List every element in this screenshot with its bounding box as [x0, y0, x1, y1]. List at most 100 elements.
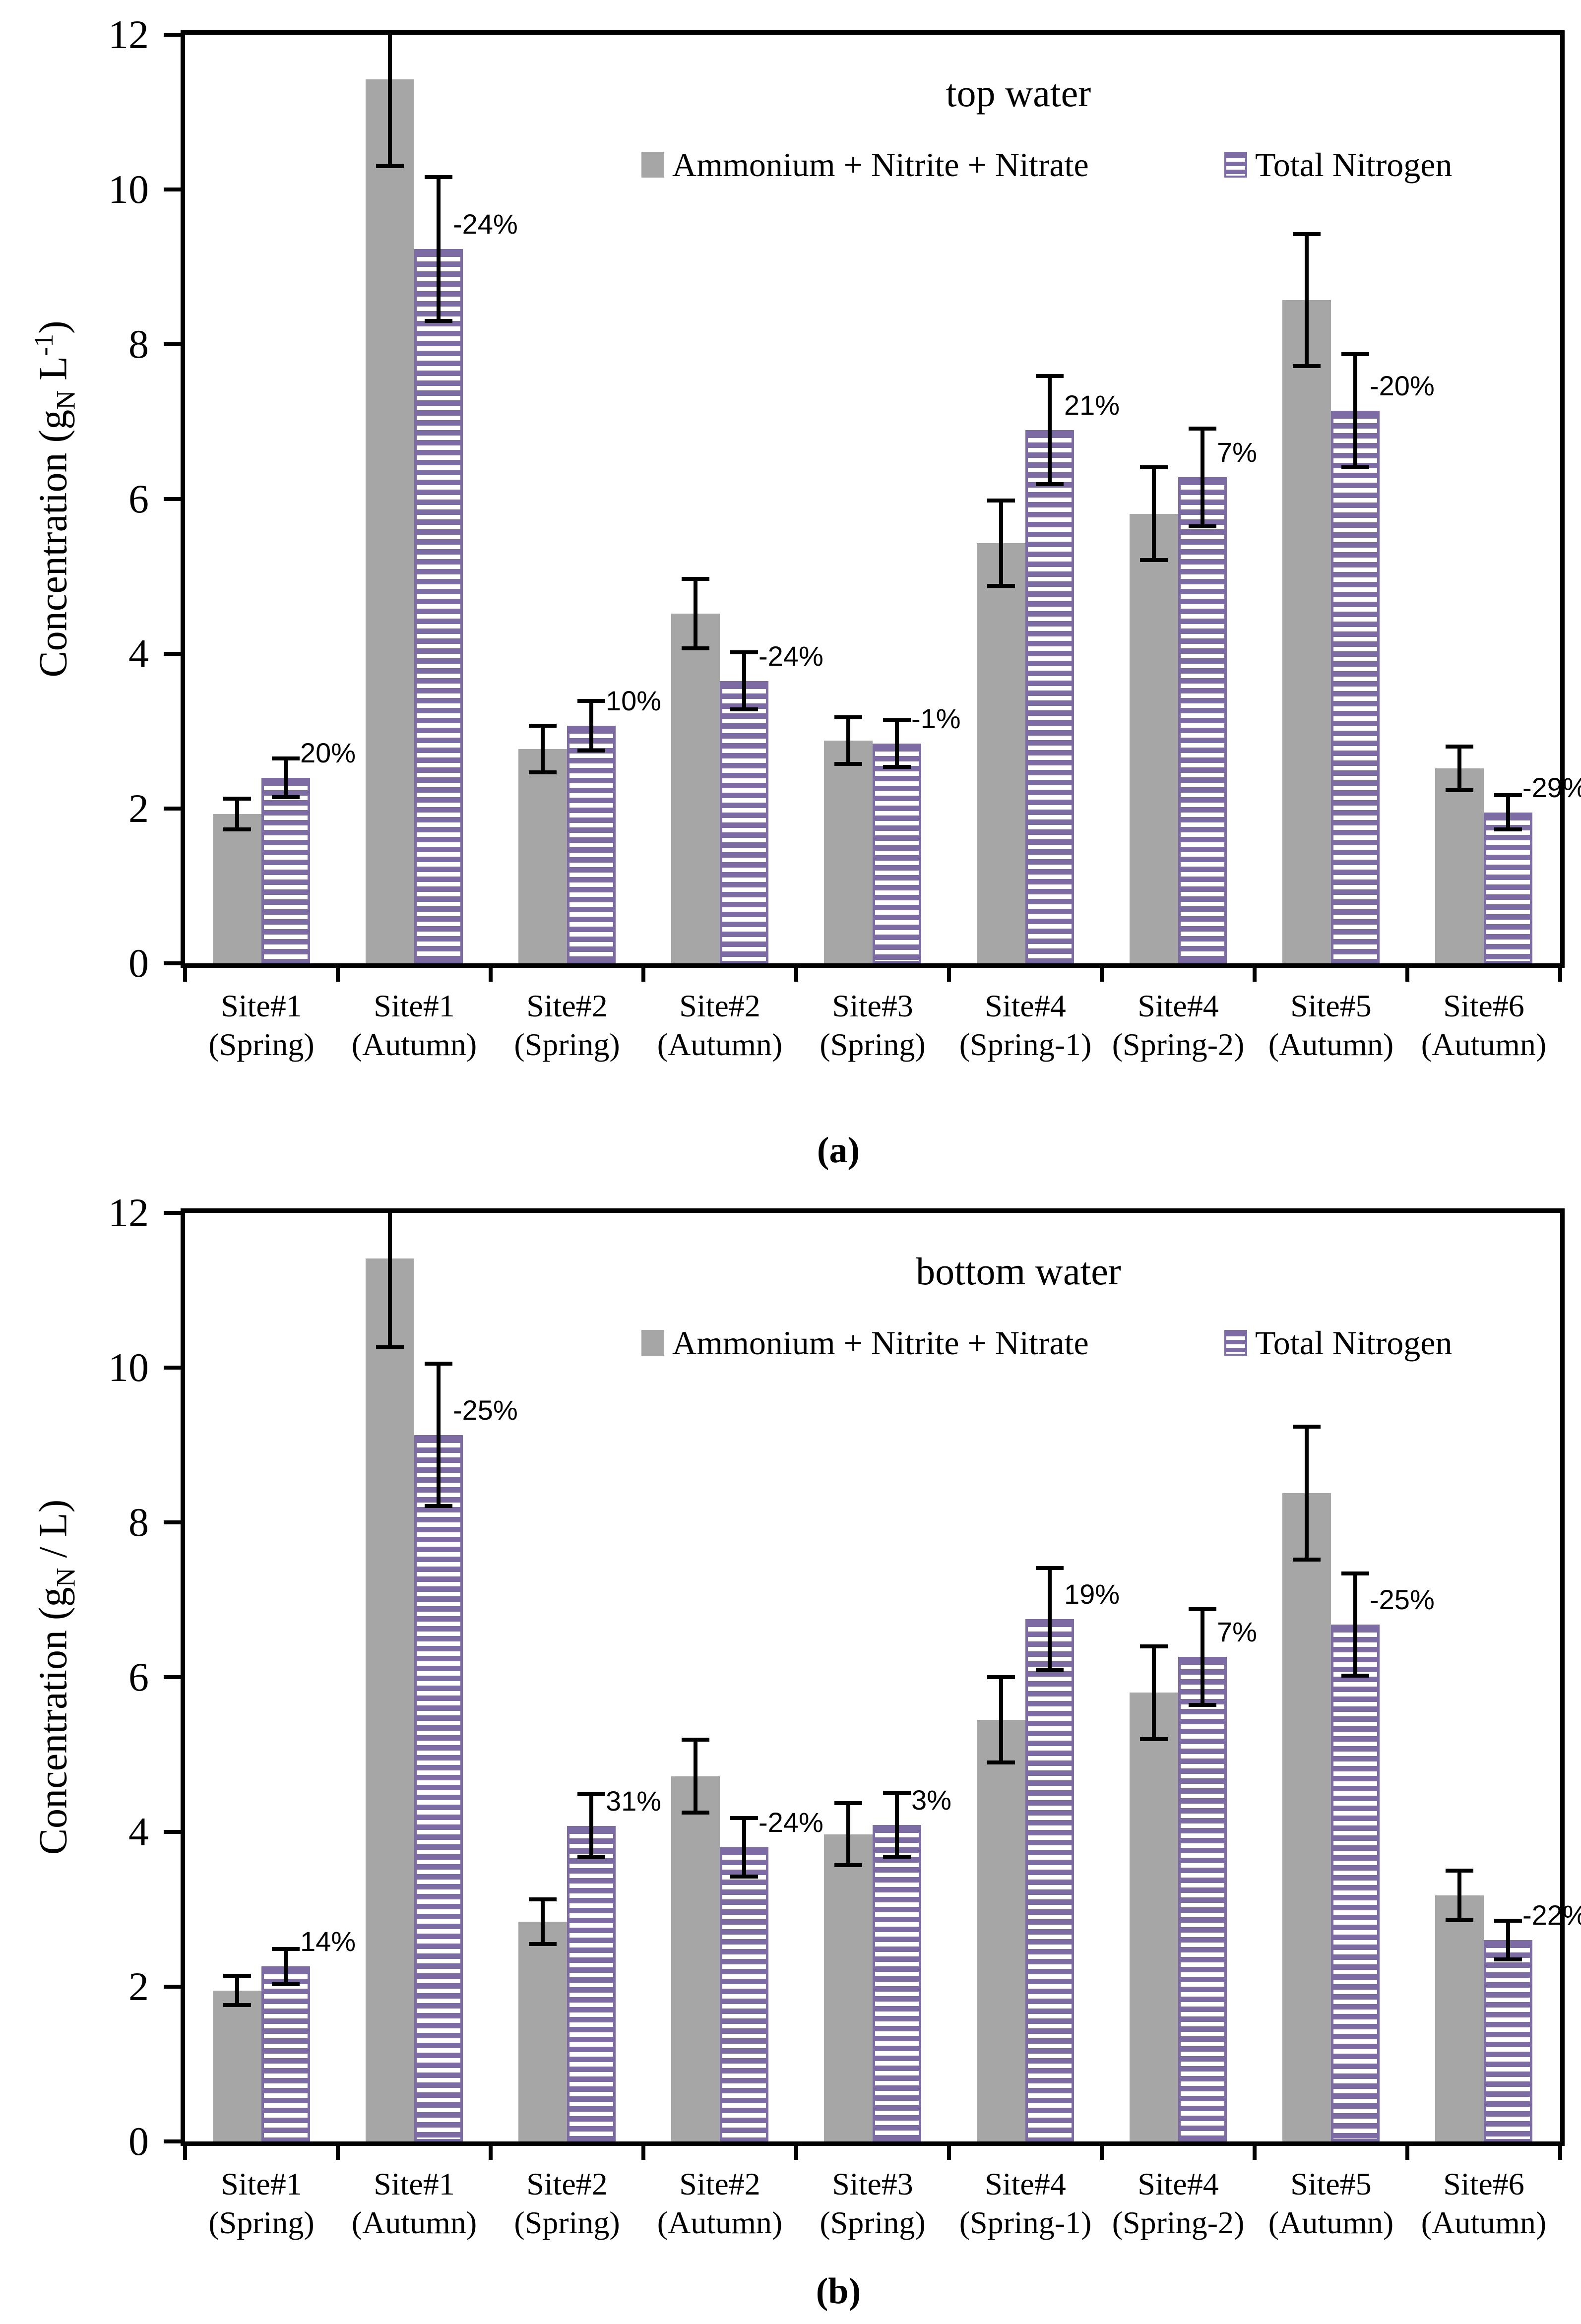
y-axis-tick-label: 12: [108, 12, 149, 57]
percent-change-label: -25%: [453, 1394, 518, 1426]
x-axis-tick: [183, 2146, 187, 2160]
error-bar-cap-top: [529, 1897, 557, 1901]
x-axis-tick: [1100, 968, 1104, 982]
error-bar-cap-top: [1494, 1919, 1522, 1923]
x-axis-tick: [794, 2146, 798, 2160]
error-bar-cap-bottom: [1293, 1558, 1321, 1562]
x-axis-label-season: (Spring): [208, 1027, 315, 1062]
percent-change-label: 7%: [1217, 437, 1257, 468]
y-axis-title-subscript: N: [51, 390, 81, 410]
x-axis-label-season: (Spring): [820, 2205, 926, 2240]
percent-change-label: -22%: [1522, 1899, 1581, 1931]
error-bar-cap-bottom: [223, 2003, 251, 2007]
error-bar-line: [388, 35, 392, 166]
error-bar-line: [1353, 354, 1357, 467]
x-axis-label-season: (Spring): [514, 2205, 620, 2240]
error-bar-cap-top: [1341, 1571, 1369, 1575]
x-axis-label-season: (Spring-1): [959, 1027, 1092, 1062]
error-bar-line: [1305, 234, 1309, 366]
x-axis-tick: [489, 968, 493, 982]
error-bar-line: [1152, 467, 1156, 560]
percent-change-label: -24%: [453, 208, 518, 240]
error-bar-line: [999, 501, 1003, 586]
y-axis-tick: [164, 1830, 181, 1834]
error-bar-cap-bottom: [1494, 1957, 1522, 1961]
legend-swatch-gray-icon: [641, 152, 664, 178]
x-axis-label-season: (Autumn): [351, 1027, 477, 1062]
x-axis-tick: [1253, 968, 1257, 982]
bar-total-nitrogen: [873, 744, 921, 963]
x-axis-tick: [183, 968, 187, 982]
x-axis-label-site: Site#1: [221, 988, 302, 1023]
legend-label: Total Nitrogen: [1255, 145, 1453, 184]
y-axis-tick-label: 4: [128, 1809, 149, 1854]
bar-ammonium-nitrite-nitrate: [366, 1258, 414, 2141]
x-axis-tick: [1405, 2146, 1409, 2160]
panel-caption-b: (b): [816, 2271, 861, 2312]
error-bar-cap-top: [1140, 1644, 1168, 1648]
percent-change-label: -29%: [1522, 772, 1581, 803]
error-bar-cap-top: [577, 699, 605, 703]
x-axis-label-site: Site#6: [1443, 988, 1524, 1023]
y-axis-tick: [164, 342, 181, 346]
error-bar-cap-bottom: [376, 1345, 404, 1349]
y-axis-tick: [164, 188, 181, 191]
error-bar-cap-bottom: [883, 1855, 911, 1859]
error-bar-cap-bottom: [1140, 558, 1168, 562]
y-axis-tick-label: 0: [128, 941, 149, 986]
error-bar-cap-top: [883, 1791, 911, 1795]
error-bar-cap-bottom: [529, 770, 557, 774]
bar-total-nitrogen: [1025, 430, 1074, 963]
x-axis-label-site: Site#1: [221, 2166, 302, 2201]
y-axis-tick: [164, 1211, 181, 1215]
legend-swatch-gray-icon: [641, 1330, 664, 1356]
percent-change-label: 7%: [1217, 1616, 1257, 1647]
error-bar-cap-bottom: [1446, 788, 1473, 792]
error-bar-cap-bottom: [1140, 1737, 1168, 1741]
bar-total-nitrogen: [261, 778, 310, 963]
error-bar-cap-bottom: [272, 795, 300, 799]
bar-ammonium-nitrite-nitrate: [671, 1776, 720, 2141]
error-bar-line: [742, 1818, 746, 1877]
x-axis-tick: [641, 968, 645, 982]
error-bar-line: [1506, 1921, 1510, 1959]
error-bar-cap-bottom: [425, 1504, 452, 1508]
y-axis-tick: [164, 1675, 181, 1679]
x-axis-label-site: Site#4: [1138, 988, 1219, 1023]
bar-total-nitrogen: [1178, 1657, 1227, 2141]
y-axis-tick: [164, 497, 181, 501]
bar-total-nitrogen: [1331, 1625, 1380, 2141]
chart-title: bottom water: [916, 1250, 1121, 1293]
x-axis-label-site: Site#2: [526, 2166, 608, 2201]
x-axis-label-site: Site#3: [832, 988, 913, 1023]
bar-total-nitrogen: [414, 1435, 463, 2141]
bar-total-nitrogen: [567, 726, 616, 963]
error-bar-cap-top: [730, 650, 758, 654]
percent-change-label: 10%: [606, 685, 662, 716]
bar-ammonium-nitrite-nitrate: [824, 741, 873, 963]
error-bar-cap-top: [1293, 1425, 1321, 1429]
y-axis-tick-label: 10: [108, 167, 149, 212]
x-axis-tick: [1558, 968, 1562, 982]
y-axis-tick-label: 0: [128, 2119, 149, 2164]
x-axis-label-season: (Autumn): [1421, 2205, 1547, 2240]
y-axis-tick: [164, 1366, 181, 1370]
bar-ammonium-nitrite-nitrate: [824, 1834, 873, 2141]
error-bar-cap-bottom: [1341, 465, 1369, 469]
error-bar-line: [235, 799, 239, 829]
y-axis-tick-label: 8: [128, 321, 149, 367]
error-bar-cap-top: [1036, 1566, 1064, 1570]
error-bar-line: [999, 1677, 1003, 1762]
x-axis-label-season: (Autumn): [1268, 2205, 1394, 2240]
legend-item-total-nitrogen: Total Nitrogen: [1224, 1319, 1452, 1367]
error-bar-cap-top: [529, 724, 557, 728]
error-bar-cap-bottom: [1036, 1668, 1064, 1672]
error-bar-cap-bottom: [529, 1942, 557, 1946]
error-bar-line: [694, 1740, 697, 1813]
error-bar-cap-top: [682, 1738, 709, 1742]
error-bar-line: [1305, 1427, 1309, 1560]
y-axis-tick-label: 6: [128, 476, 149, 521]
error-bar-line: [589, 1794, 593, 1858]
error-bar-cap-top: [1446, 745, 1473, 749]
error-bar-cap-bottom: [1036, 482, 1064, 486]
